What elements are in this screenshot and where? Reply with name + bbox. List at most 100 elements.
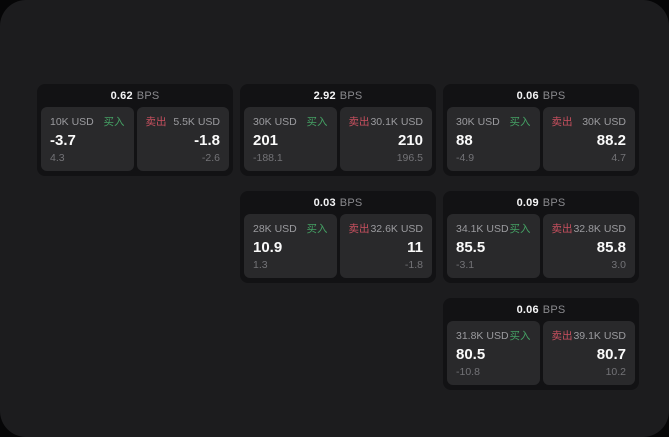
sell-delta: -2.6 bbox=[201, 152, 220, 164]
bps-unit: BPS bbox=[542, 303, 566, 316]
quote-body: 34.1K USD 买入 85.5 -3.1 卖出 32.8K USD 85.8… bbox=[447, 214, 635, 278]
buy-delta: -188.1 bbox=[253, 152, 283, 164]
buy-size: 10K USD bbox=[50, 115, 94, 128]
sell-pane[interactable]: 卖出 32.8K USD 85.8 3.0 bbox=[542, 214, 635, 278]
bps-header: 0.09 BPS bbox=[447, 191, 635, 214]
sell-pane-header: 卖出 32.8K USD bbox=[552, 221, 627, 236]
sell-price: -1.8 bbox=[194, 132, 220, 149]
bps-header: 0.06 BPS bbox=[447, 84, 635, 107]
bps-header: 0.03 BPS bbox=[244, 191, 432, 214]
quote-cards-grid: 0.62 BPS 10K USD 买入 -3.7 4.3 卖出 5.5K USD bbox=[37, 84, 639, 390]
sell-label: 卖出 bbox=[348, 223, 370, 235]
buy-delta: -3.1 bbox=[456, 259, 475, 271]
bps-unit: BPS bbox=[339, 196, 363, 209]
sell-size: 30K USD bbox=[582, 115, 626, 128]
bps-header: 2.92 BPS bbox=[244, 84, 432, 107]
bps-value: 0.06 bbox=[516, 303, 539, 316]
quote-card: 0.06 BPS 30K USD 买入 88 -4.9 卖出 30K USD bbox=[443, 84, 639, 176]
sell-price: 210 bbox=[397, 132, 423, 149]
buy-label: 买入 bbox=[509, 330, 531, 342]
sell-pane-header: 卖出 30.1K USD bbox=[349, 114, 424, 129]
sell-pane[interactable]: 卖出 39.1K USD 80.7 10.2 bbox=[542, 321, 635, 385]
buy-price: -3.7 bbox=[50, 132, 76, 149]
sell-label: 卖出 bbox=[551, 223, 573, 235]
quote-card: 0.03 BPS 28K USD 买入 10.9 1.3 卖出 32.6K US… bbox=[240, 191, 436, 283]
bps-value: 0.06 bbox=[516, 89, 539, 102]
buy-pane[interactable]: 31.8K USD 买入 80.5 -10.8 bbox=[447, 321, 540, 385]
bps-value: 0.09 bbox=[516, 196, 539, 209]
buy-delta: -10.8 bbox=[456, 366, 480, 378]
sell-pane-header: 卖出 30K USD bbox=[552, 114, 627, 129]
buy-size: 31.8K USD bbox=[456, 329, 509, 342]
sell-pane[interactable]: 卖出 30.1K USD 210 196.5 bbox=[339, 107, 432, 171]
buy-pane[interactable]: 34.1K USD 买入 85.5 -3.1 bbox=[447, 214, 540, 278]
buy-pane[interactable]: 10K USD 买入 -3.7 4.3 bbox=[41, 107, 134, 171]
bps-unit: BPS bbox=[136, 89, 160, 102]
sell-pane[interactable]: 卖出 30K USD 88.2 4.7 bbox=[542, 107, 635, 171]
buy-pane[interactable]: 30K USD 买入 201 -188.1 bbox=[244, 107, 337, 171]
quote-body: 28K USD 买入 10.9 1.3 卖出 32.6K USD 11 -1.8 bbox=[244, 214, 432, 278]
sell-delta: 196.5 bbox=[396, 152, 423, 164]
bps-unit: BPS bbox=[542, 196, 566, 209]
bps-value: 0.62 bbox=[110, 89, 133, 102]
buy-delta: 1.3 bbox=[253, 259, 268, 271]
buy-label: 买入 bbox=[306, 223, 328, 235]
buy-price: 88 bbox=[456, 132, 473, 149]
buy-size: 28K USD bbox=[253, 222, 297, 235]
sell-price: 85.8 bbox=[596, 239, 626, 256]
buy-label: 买入 bbox=[306, 116, 328, 128]
sell-size: 30.1K USD bbox=[370, 115, 423, 128]
bps-header: 0.06 BPS bbox=[447, 298, 635, 321]
sell-size: 5.5K USD bbox=[173, 115, 220, 128]
bps-unit: BPS bbox=[339, 89, 363, 102]
sell-label: 卖出 bbox=[348, 116, 370, 128]
buy-pane[interactable]: 30K USD 买入 88 -4.9 bbox=[447, 107, 540, 171]
sell-label: 卖出 bbox=[551, 330, 573, 342]
buy-pane-header: 28K USD 买入 bbox=[253, 221, 328, 236]
quote-body: 10K USD 买入 -3.7 4.3 卖出 5.5K USD -1.8 -2.… bbox=[41, 107, 229, 171]
sell-pane-header: 卖出 5.5K USD bbox=[146, 114, 221, 129]
quote-card: 0.62 BPS 10K USD 买入 -3.7 4.3 卖出 5.5K USD bbox=[37, 84, 233, 176]
bps-value: 0.03 bbox=[313, 196, 336, 209]
buy-size: 34.1K USD bbox=[456, 222, 509, 235]
sell-pane[interactable]: 卖出 5.5K USD -1.8 -2.6 bbox=[136, 107, 229, 171]
buy-size: 30K USD bbox=[253, 115, 297, 128]
buy-price: 80.5 bbox=[456, 346, 486, 363]
sell-pane[interactable]: 卖出 32.6K USD 11 -1.8 bbox=[339, 214, 432, 278]
buy-label: 买入 bbox=[509, 223, 531, 235]
buy-pane-header: 10K USD 买入 bbox=[50, 114, 125, 129]
bps-value: 2.92 bbox=[313, 89, 336, 102]
quote-card: 0.09 BPS 34.1K USD 买入 85.5 -3.1 卖出 32.8K… bbox=[443, 191, 639, 283]
buy-pane-header: 34.1K USD 买入 bbox=[456, 221, 531, 236]
sell-size: 32.8K USD bbox=[573, 222, 626, 235]
quote-card: 2.92 BPS 30K USD 买入 201 -188.1 卖出 30.1K … bbox=[240, 84, 436, 176]
buy-pane-header: 31.8K USD 买入 bbox=[456, 328, 531, 343]
sell-delta: 3.0 bbox=[611, 259, 626, 271]
sell-pane-header: 卖出 32.6K USD bbox=[349, 221, 424, 236]
sell-price: 80.7 bbox=[596, 346, 626, 363]
buy-price: 201 bbox=[253, 132, 279, 149]
sell-delta: -1.8 bbox=[404, 259, 423, 271]
buy-label: 买入 bbox=[509, 116, 531, 128]
buy-pane-header: 30K USD 买入 bbox=[253, 114, 328, 129]
quote-body: 30K USD 买入 201 -188.1 卖出 30.1K USD 210 1… bbox=[244, 107, 432, 171]
quote-body: 31.8K USD 买入 80.5 -10.8 卖出 39.1K USD 80.… bbox=[447, 321, 635, 385]
buy-delta: 4.3 bbox=[50, 152, 65, 164]
bps-unit: BPS bbox=[542, 89, 566, 102]
buy-price: 85.5 bbox=[456, 239, 486, 256]
buy-delta: -4.9 bbox=[456, 152, 475, 164]
quote-card: 0.06 BPS 31.8K USD 买入 80.5 -10.8 卖出 39.1… bbox=[443, 298, 639, 390]
bps-header: 0.62 BPS bbox=[41, 84, 229, 107]
sell-pane-header: 卖出 39.1K USD bbox=[552, 328, 627, 343]
sell-price: 88.2 bbox=[596, 132, 626, 149]
buy-price: 10.9 bbox=[253, 239, 283, 256]
sell-label: 卖出 bbox=[145, 116, 167, 128]
buy-pane[interactable]: 28K USD 买入 10.9 1.3 bbox=[244, 214, 337, 278]
buy-pane-header: 30K USD 买入 bbox=[456, 114, 531, 129]
sell-delta: 4.7 bbox=[611, 152, 626, 164]
buy-label: 买入 bbox=[103, 116, 125, 128]
sell-delta: 10.2 bbox=[605, 366, 626, 378]
sell-label: 卖出 bbox=[551, 116, 573, 128]
buy-size: 30K USD bbox=[456, 115, 500, 128]
